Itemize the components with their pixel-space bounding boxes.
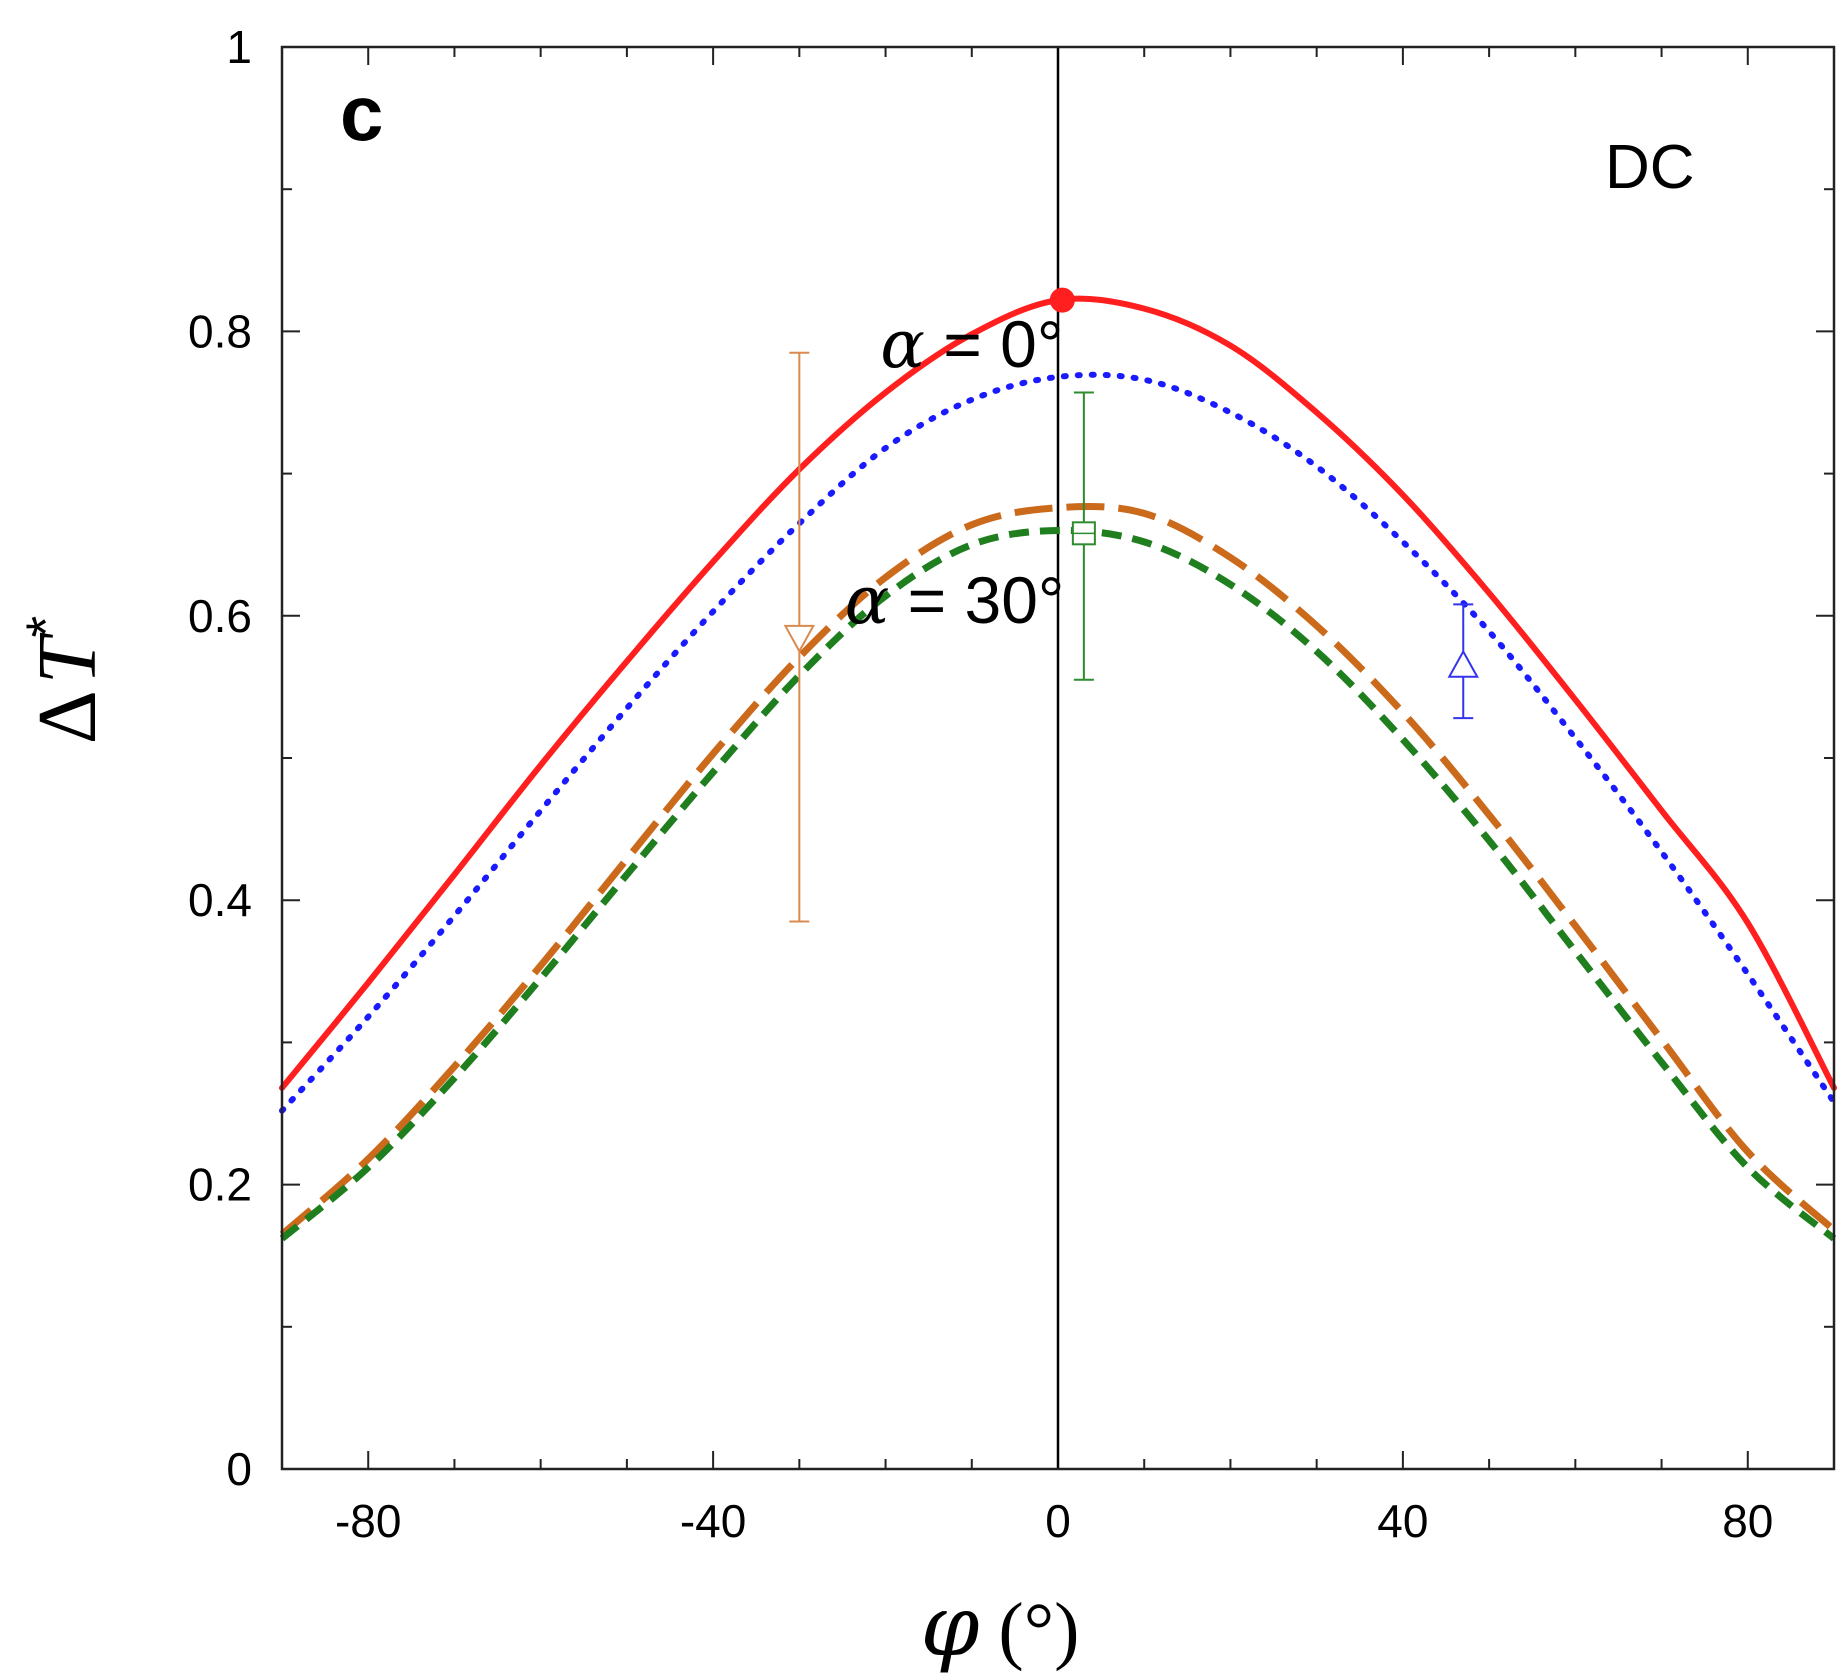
x-axis-label: φ (°) <box>921 1577 1080 1675</box>
y-tick-label: 0.8 <box>188 305 252 357</box>
x-tick-label: 40 <box>1377 1495 1428 1547</box>
data-points-layer <box>783 287 1479 923</box>
annotations: α = 0°α = 30° <box>845 306 1065 639</box>
x-axis-unit: (°) <box>979 1588 1079 1672</box>
marker-triangle-up <box>1447 649 1479 678</box>
panel-label: c <box>340 69 383 157</box>
x-tick-labels: -80 -40 0 40 80 <box>335 1495 1773 1547</box>
corner-label: DC <box>1605 133 1695 202</box>
series-orange-longdash <box>279 502 1837 1238</box>
y-axis-delta: Δ <box>21 690 114 744</box>
series-blue-dotted <box>279 371 1837 1114</box>
x-axis-symbol: φ <box>921 1577 980 1675</box>
annotation-value: = 30° <box>889 563 1064 637</box>
y-tick-label: 0.4 <box>188 874 252 926</box>
x-tick-label: 80 <box>1722 1495 1773 1547</box>
series-green-dash <box>279 526 1837 1242</box>
annotation-label: α = 30° <box>845 562 1065 639</box>
x-tick-label: 0 <box>1045 1495 1071 1547</box>
x-tick-label: -40 <box>680 1495 746 1547</box>
point-red-filled-circle <box>1049 287 1075 313</box>
y-axis-label: ΔT* <box>14 616 114 745</box>
y-axis-symbol: T <box>21 632 114 684</box>
x-tick-label: -80 <box>335 1495 401 1547</box>
marker-triangle-down <box>783 624 816 654</box>
point-orange-open-triangle-down <box>783 351 816 923</box>
point-blue-open-triangle-up <box>1447 603 1479 720</box>
annotation-symbol: α <box>880 306 925 383</box>
y-tick-labels: 0 0.2 0.4 0.6 0.8 1 <box>188 21 252 1495</box>
annotation-label: α = 0° <box>880 306 1063 383</box>
y-tick-label: 0 <box>226 1443 252 1495</box>
plot-frame <box>280 45 1836 1471</box>
y-tick-label: 0.6 <box>188 590 252 642</box>
marker-circle <box>1049 287 1075 313</box>
point-green-open-square <box>1071 391 1096 681</box>
y-tick-label: 0.2 <box>188 1159 252 1211</box>
annotation-symbol: α <box>845 562 890 639</box>
y-tick-label: 1 <box>226 21 252 73</box>
annotation-value: = 0° <box>925 307 1063 381</box>
y-axis-superscript: * <box>14 616 77 638</box>
